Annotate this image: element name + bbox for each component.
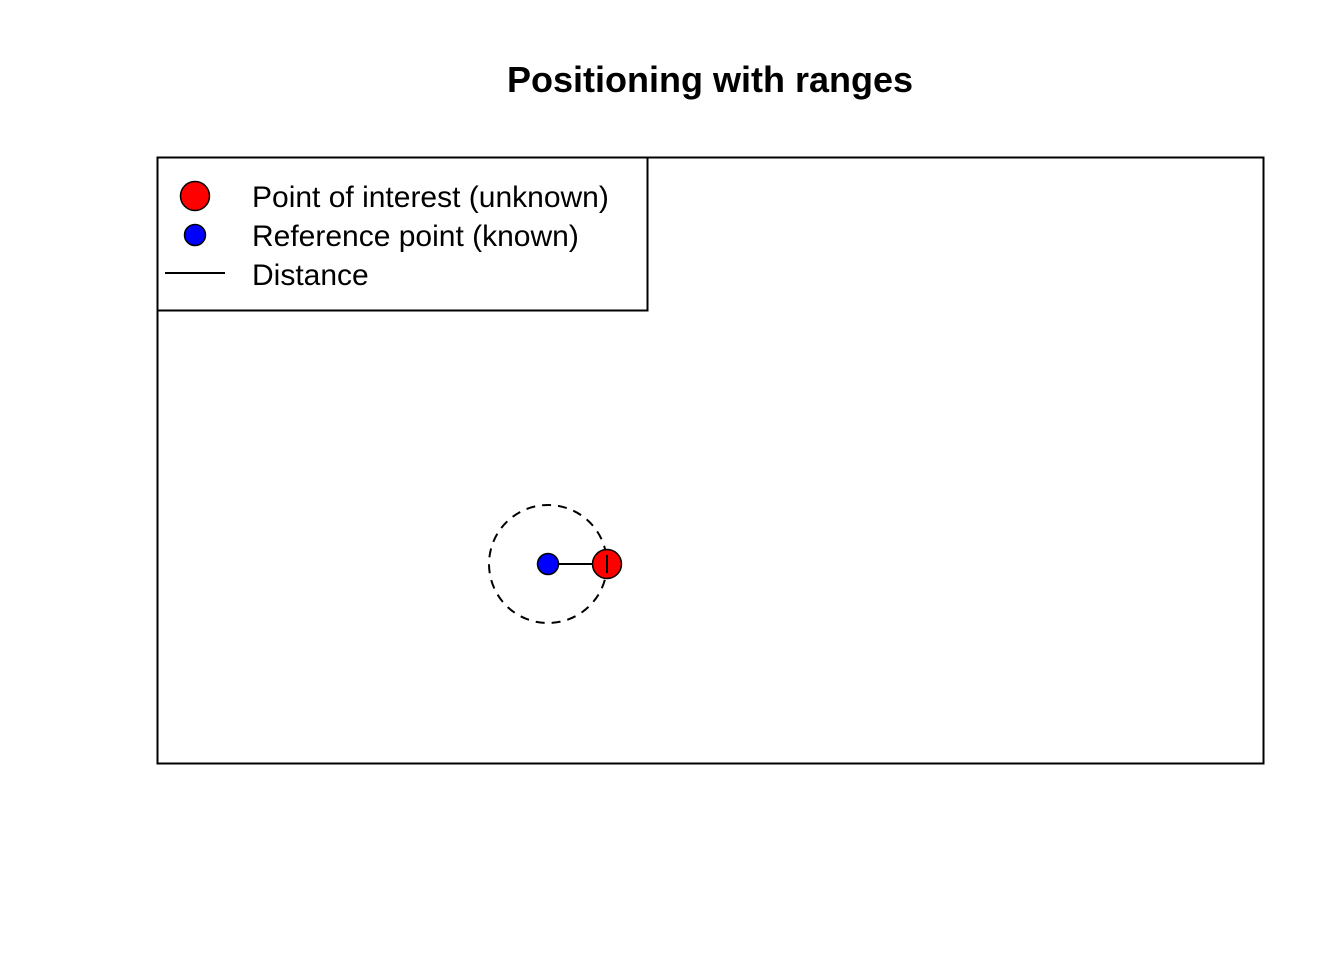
legend-blue-circle-icon — [183, 223, 207, 247]
reference-point-marker — [536, 552, 560, 576]
plot-frame — [156, 156, 1265, 765]
legend: Point of interest (unknown) Reference po… — [156, 156, 649, 312]
positioning-diagram — [488, 504, 623, 624]
legend-red-circle-icon — [179, 180, 211, 212]
legend-item-point-of-interest: Point of interest (unknown) — [179, 180, 609, 214]
legend-label-distance: Distance — [252, 259, 369, 292]
legend-item-reference-point: Reference point (known) — [183, 220, 579, 253]
legend-box — [156, 156, 649, 312]
diagram-title: Positioning with ranges — [507, 59, 913, 100]
legend-item-distance: Distance — [165, 259, 369, 292]
legend-label-point-of-interest: Point of interest (unknown) — [252, 181, 609, 214]
legend-label-reference-point: Reference point (known) — [252, 220, 579, 253]
